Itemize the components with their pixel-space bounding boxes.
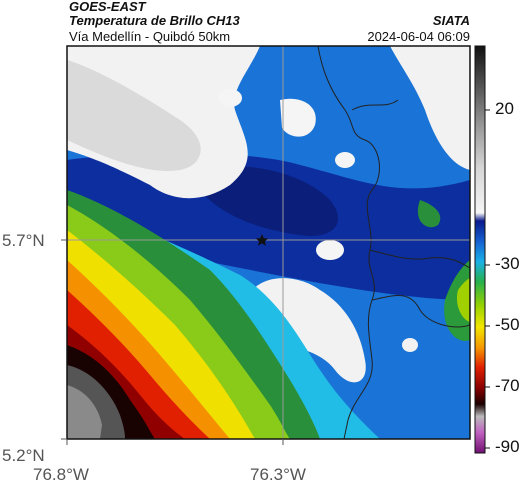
colorbar — [474, 45, 486, 454]
colorbar-tick-label: 20 — [495, 99, 514, 118]
datetime-label: 2024-06-04 06:09 — [367, 29, 470, 44]
colorbar-tick-label: -30 — [495, 254, 520, 273]
colorbar-tick-label: -70 — [495, 376, 520, 395]
map-title: Temperatura de Brillo CH13 — [69, 13, 240, 28]
agency-label: SIATA — [432, 13, 470, 28]
route-label: Vía Medellín - Quibdó 50km — [69, 29, 231, 44]
star-icon — [255, 234, 269, 246]
lat-tick-label: 5.7°N — [2, 231, 45, 250]
map-frame — [66, 45, 471, 440]
lon-tick-label: 76.3°W — [250, 465, 306, 484]
colorbar-tick-label: -90 — [495, 437, 520, 456]
product-name: GOES-EAST — [69, 0, 146, 14]
brightness-temperature-field — [67, 46, 470, 439]
colorbar-tick-label: -50 — [495, 315, 520, 334]
lon-tick-label: 76.8°W — [33, 465, 89, 484]
lat-tick-label: 5.2°N — [2, 446, 45, 465]
